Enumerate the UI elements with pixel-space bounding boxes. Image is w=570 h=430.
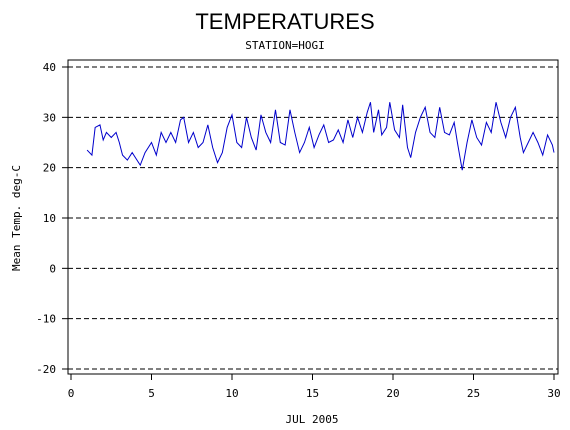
y-tick-label: -10 <box>36 313 56 326</box>
y-tick-label: 40 <box>43 61 56 74</box>
x-tick-label: 10 <box>225 387 238 400</box>
y-tick-label: 30 <box>43 111 56 124</box>
chart-title: TEMPERATURES <box>195 9 374 34</box>
x-tick-label: 30 <box>547 387 560 400</box>
y-axis-label: Mean Temp. deg-C <box>10 165 23 271</box>
x-tick-label: 20 <box>386 387 399 400</box>
chart-subtitle: STATION=HOGI <box>245 39 324 52</box>
x-tick-label: 25 <box>467 387 480 400</box>
y-tick-label: 20 <box>43 162 56 175</box>
y-tick-label: 0 <box>49 262 56 275</box>
y-tick-label: 10 <box>43 212 56 225</box>
x-tick-label: 5 <box>148 387 155 400</box>
x-tick-label: 15 <box>306 387 319 400</box>
plot-frame <box>67 59 559 375</box>
x-tick-label: 0 <box>68 387 75 400</box>
x-axis-label: JUL 2005 <box>286 413 339 426</box>
y-tick-label: -20 <box>36 363 56 376</box>
data-line <box>86 102 555 171</box>
